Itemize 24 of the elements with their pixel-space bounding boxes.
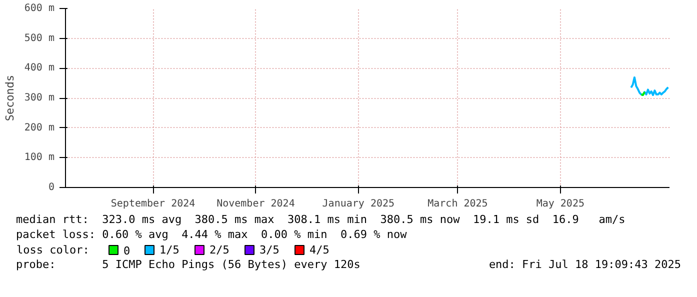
x-tick-label: March 2025 <box>428 198 488 210</box>
y-tick-label: 0 <box>48 182 55 193</box>
y-tick-label: 600 m <box>24 3 55 14</box>
y-tick-label: 300 m <box>24 92 55 104</box>
legend-label: 2/5 <box>210 244 230 256</box>
y-axis-title: Seconds <box>3 74 16 122</box>
x-tick-label: November 2024 <box>216 198 295 210</box>
x-tick-label: January 2025 <box>322 198 395 210</box>
line-series <box>630 76 670 96</box>
x-tick-label: May 2025 <box>536 198 585 210</box>
text: end: Fri Jul 18 19:09:43 2025 <box>488 257 681 273</box>
y-tick-label: 400 m <box>24 62 55 74</box>
y-tick-label: 500 m <box>24 32 55 44</box>
text: probe: 5 ICMP Echo Pings (56 Bytes) every 120s <box>16 257 360 273</box>
legend-title: loss color: <box>16 244 90 256</box>
text: median rtt: 323.0 ms avg 380.5 ms max 308.1 ms min 380.5 ms now 19.1 ms sd 16.9 am/s <box>16 213 626 226</box>
y-tick-label: 200 m <box>24 122 55 134</box>
legend-label: 1/5 <box>160 244 180 256</box>
x-tick-label: September 2024 <box>110 198 196 210</box>
text: packet loss: 0.60 % avg 4.44 % max 0.00 % min 0.69 % now <box>16 228 407 241</box>
y-tick-label: 100 m <box>24 152 55 164</box>
legend-label: 3/5 <box>260 244 280 256</box>
legend-label: 0 <box>124 244 130 258</box>
legend-label: 4/5 <box>310 244 330 256</box>
